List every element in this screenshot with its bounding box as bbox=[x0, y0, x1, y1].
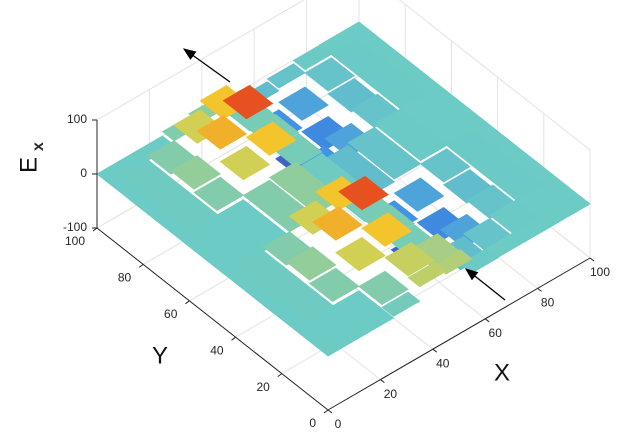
z-axis-label-subscript: x bbox=[30, 142, 47, 151]
annotation-arrow bbox=[182, 48, 231, 83]
surface-tile bbox=[361, 212, 412, 247]
surface-tile bbox=[308, 267, 360, 303]
surface-tile bbox=[396, 126, 448, 162]
x-tick-label: 20 bbox=[384, 387, 398, 401]
surface bbox=[96, 21, 591, 357]
surface-tile bbox=[381, 291, 421, 317]
y-tick bbox=[185, 300, 190, 305]
x-tick bbox=[484, 318, 490, 323]
surface-tile bbox=[370, 145, 422, 180]
y-axis-line bbox=[96, 227, 329, 411]
surface-tile bbox=[318, 29, 359, 55]
surface-tile bbox=[196, 115, 248, 150]
surface-tile bbox=[245, 121, 297, 156]
x-tick-label: 100 bbox=[590, 265, 610, 279]
surface-tile bbox=[193, 176, 245, 212]
surface-tile bbox=[282, 286, 334, 322]
surface-tile bbox=[384, 241, 436, 277]
y-tick-label: 40 bbox=[210, 343, 224, 357]
surface-tile bbox=[315, 338, 342, 357]
y-tick-label: 100 bbox=[65, 234, 85, 248]
x-axis-label: X bbox=[494, 359, 510, 386]
surface-tile bbox=[304, 57, 356, 92]
surface-tile bbox=[338, 175, 389, 211]
grid-line bbox=[398, 0, 591, 151]
surface-tile bbox=[419, 148, 471, 183]
z-tick-label: 0 bbox=[80, 166, 87, 180]
z-tick-label: -100 bbox=[63, 220, 87, 234]
x-tick-label: 40 bbox=[436, 356, 450, 370]
surface-tile bbox=[285, 246, 337, 281]
y-tick-label: 20 bbox=[256, 380, 270, 394]
x-tick bbox=[589, 257, 595, 262]
y-tick bbox=[231, 336, 236, 341]
y-tick-label: 0 bbox=[309, 416, 316, 430]
surface-tile bbox=[422, 111, 474, 146]
z-tick-label: 100 bbox=[67, 112, 87, 126]
y-tick bbox=[138, 263, 144, 268]
annotation-arrow bbox=[464, 268, 506, 301]
surface-tile bbox=[266, 63, 306, 89]
x-tick-label: 0 bbox=[335, 417, 342, 431]
surface-tile bbox=[311, 206, 363, 241]
x-tick-label: 60 bbox=[489, 326, 503, 340]
z-axis-label: E x bbox=[15, 142, 47, 173]
y-tick bbox=[323, 409, 329, 414]
x-tick bbox=[327, 409, 333, 414]
surface-tile bbox=[292, 44, 332, 71]
surface-tile bbox=[407, 261, 447, 288]
z-axis-label-main: E bbox=[15, 157, 42, 173]
x-tick bbox=[537, 287, 542, 292]
surface-tile bbox=[335, 236, 386, 272]
x-tick bbox=[432, 348, 438, 353]
surface-tile bbox=[222, 84, 274, 120]
surface-tile bbox=[278, 86, 329, 121]
y-tick bbox=[277, 373, 283, 378]
surface-tile bbox=[167, 195, 218, 231]
x-tick bbox=[380, 379, 385, 384]
x-axis-line bbox=[327, 257, 591, 411]
surface-tile bbox=[170, 155, 221, 190]
surface-tile bbox=[459, 248, 500, 274]
y-axis-label: Y bbox=[152, 342, 168, 369]
y-tick-label: 60 bbox=[164, 307, 178, 321]
x-tick-label: 80 bbox=[541, 296, 555, 310]
surface-tile bbox=[219, 145, 271, 181]
surface-tile bbox=[486, 232, 526, 258]
grid-line bbox=[96, 0, 305, 121]
y-tick-label: 80 bbox=[118, 271, 132, 285]
surface-tile bbox=[393, 177, 445, 212]
surface-tile bbox=[358, 270, 409, 306]
